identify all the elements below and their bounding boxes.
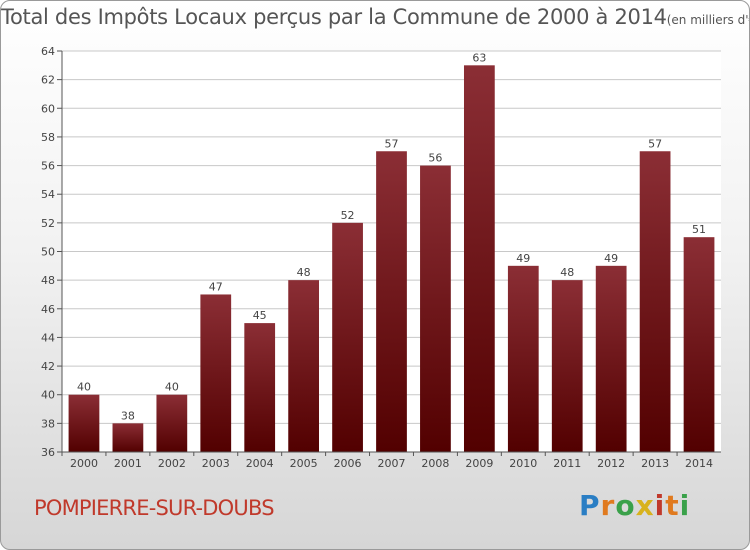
bar [463,65,495,453]
logo-letter: i [654,489,666,522]
proxiti-logo: Proxiti [579,489,690,522]
bar [332,222,363,452]
bar [639,151,671,452]
bar [156,394,188,452]
data-label: 47 [209,280,223,293]
data-label: 48 [560,266,574,279]
data-label: 57 [385,137,399,150]
data-label: 45 [253,309,267,322]
chart-title-unit: (en milliers d'€) [666,13,749,27]
y-tick-label: 44 [41,331,55,344]
y-tick-label: 42 [41,360,55,373]
bar [288,280,320,452]
y-tick-label: 48 [41,274,55,287]
y-tick-label: 54 [41,188,55,201]
logo-letter: i [679,489,691,522]
x-tick-label: 2007 [378,457,406,470]
bar [551,280,583,452]
y-tick-label: 56 [41,160,55,173]
logo-letter: x [635,489,655,522]
x-tick-label: 2002 [158,457,186,470]
bar [112,423,144,452]
x-tick-label: 2013 [641,457,669,470]
x-tick-label: 2005 [290,457,318,470]
y-tick-label: 50 [41,246,55,259]
data-label: 49 [604,252,618,265]
data-label: 63 [472,51,486,64]
x-tick-label: 2006 [334,457,362,470]
y-tick-label: 58 [41,131,55,144]
y-tick-label: 36 [41,446,55,459]
bar [68,394,100,452]
x-tick-label: 2009 [465,457,493,470]
y-tick-label: 52 [41,217,55,230]
data-label: 40 [165,381,179,394]
y-tick-label: 64 [41,45,55,58]
x-tick-label: 2012 [597,457,625,470]
chart-title: Total des Impôts Locaux perçus par la Co… [1,5,749,29]
y-tick-label: 60 [41,102,55,115]
bar [200,294,232,452]
y-tick-label: 62 [41,74,55,87]
x-tick-label: 2003 [202,457,230,470]
bar [376,151,407,452]
bar [595,265,627,452]
bar [683,237,715,452]
bar [420,165,451,453]
data-label: 56 [428,152,442,165]
x-tick-label: 2011 [553,457,581,470]
x-tick-label: 2004 [246,457,274,470]
x-tick-label: 2000 [70,457,98,470]
logo-letter: P [579,489,601,522]
y-tick-label: 38 [41,417,55,430]
data-label: 38 [121,409,135,422]
data-label: 51 [692,223,706,236]
x-tick-label: 2001 [114,457,142,470]
data-label: 52 [341,209,355,222]
commune-name: POMPIERRE-SUR-DOUBS [34,496,275,520]
data-label: 40 [77,381,91,394]
y-tick-label: 46 [41,303,55,316]
x-tick-label: 2014 [685,457,713,470]
bar [244,323,276,452]
data-label: 48 [297,266,311,279]
data-label: 49 [516,252,530,265]
chart-title-main: Total des Impôts Locaux perçus par la Co… [1,5,667,29]
bar [507,265,539,452]
logo-letter: r [600,489,616,522]
y-tick-label: 40 [41,389,55,402]
logo-letter: t [665,489,680,522]
data-label: 57 [648,137,662,150]
x-tick-label: 2010 [509,457,537,470]
x-tick-label: 2008 [421,457,449,470]
logo-letter: o [615,489,636,522]
